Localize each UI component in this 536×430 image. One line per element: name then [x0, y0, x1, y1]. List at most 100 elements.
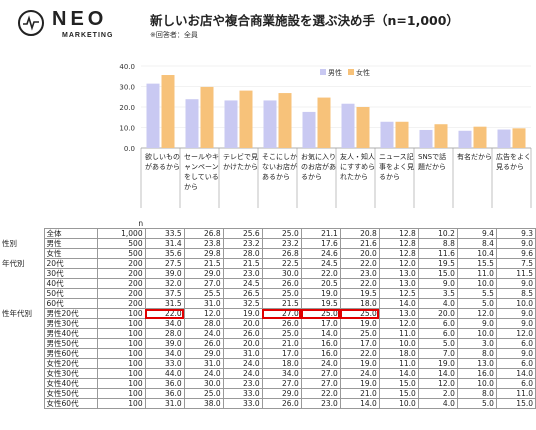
table-cell: 8.4: [456, 238, 497, 249]
table-cell: 13.0: [378, 308, 419, 319]
row-n: 100: [96, 328, 146, 339]
table-cell: 23.0: [339, 268, 380, 279]
group-label: 年代別: [2, 259, 25, 268]
table-header-spacer: [340, 219, 379, 229]
category-label: テレビで見かけたから: [223, 152, 258, 171]
table-cell: 27.0: [300, 378, 341, 389]
table-cell: 21.5: [222, 258, 263, 269]
data-table: n 全体 1,000 33.5 26.8 25.6 25.0 21.1 20.8 12.8 10.2…: [0, 219, 536, 409]
table-cell: 21.5: [261, 298, 302, 309]
row-label: 男性: [43, 238, 98, 249]
table-cell: 20.0: [417, 308, 458, 319]
bar-chart: 40.0 30.0 20.0 10.0 0.0 男性 女性欲しいものがあるからセールやキャン…: [119, 62, 533, 208]
table-cell: 15.0: [378, 388, 419, 399]
table-cell: 36.0: [144, 388, 185, 399]
table-cell: 25.0: [300, 308, 341, 319]
table-cell: 11.0: [495, 388, 536, 399]
table-cell: 23.8: [183, 238, 224, 249]
table-cell: 5.0: [417, 338, 458, 349]
bar-male: [419, 129, 433, 148]
table-header-spacer: [418, 219, 457, 229]
table-cell: 25.0: [261, 288, 302, 299]
table-cell: 34.0: [261, 368, 302, 379]
row-label: 男性20代: [43, 308, 98, 319]
group-label: 性年代別: [2, 309, 32, 318]
table-cell: 22.0: [300, 388, 341, 399]
table-cell: 13.0: [378, 278, 419, 289]
table-cell: 20.8: [339, 228, 380, 239]
legend-swatch: [348, 69, 354, 75]
table-header-spacer: [496, 219, 535, 229]
table-row: 男性50代 100 39.0 26.0 20.0 21.0 16.0 17.0 10.0 5.0 3…: [0, 338, 536, 349]
table-cell: 30.0: [183, 378, 224, 389]
table-cell: 30.0: [261, 268, 302, 279]
table-cell: 25.0: [339, 328, 380, 339]
table-cell: 12.0: [183, 308, 224, 319]
table-cell: 9.0: [417, 278, 458, 289]
table-cell: 23.2: [222, 238, 263, 249]
table-cell: 9.0: [495, 238, 536, 249]
row-label: 女性50代: [43, 388, 98, 399]
table-cell: 31.5: [144, 298, 185, 309]
table-cell: 17.0: [339, 338, 380, 349]
table-cell: 12.0: [378, 258, 419, 269]
table-cell: 14.0: [378, 368, 419, 379]
table-cell: 26.8: [183, 228, 224, 239]
table-cell: 25.0: [339, 308, 380, 319]
category-label: 有名だから: [457, 152, 492, 161]
group-label: [0, 249, 44, 259]
bar-female: [512, 128, 526, 148]
table-cell: 22.0: [339, 348, 380, 359]
row-n: 500: [96, 248, 146, 259]
bar-female: [161, 75, 175, 148]
table-cell: 9.3: [495, 228, 536, 239]
table-cell: 12.0: [456, 308, 497, 319]
table-cell: 11.6: [417, 248, 458, 259]
table-cell: 24.0: [183, 328, 224, 339]
table-cell: 12.0: [495, 328, 536, 339]
table-cell: 35.6: [144, 248, 185, 259]
table-header-spacer: [0, 219, 44, 229]
row-label: 全体: [43, 228, 98, 239]
row-n: 100: [96, 338, 146, 349]
group-label: [0, 339, 44, 349]
table-cell: 23.0: [300, 398, 341, 409]
table-cell: 23.0: [222, 378, 263, 389]
table-cell: 9.0: [495, 348, 536, 359]
table-cell: 11.0: [378, 328, 419, 339]
table-cell: 8.5: [495, 288, 536, 299]
table-cell: 31.0: [222, 348, 263, 359]
y-tick-label: 40.0: [119, 63, 135, 71]
table-cell: 20.0: [222, 318, 263, 329]
table-cell: 5.0: [456, 398, 497, 409]
row-n: 100: [96, 378, 146, 389]
row-n: 1,000: [96, 228, 146, 239]
table-row: 男性40代 100 28.0 24.0 26.0 25.0 14.0 25.0 11.0 6.0 1…: [0, 328, 536, 339]
table-cell: 36.0: [144, 378, 185, 389]
table-cell: 24.0: [339, 368, 380, 379]
row-n: 100: [96, 398, 146, 409]
table-n-header-row: n: [0, 219, 536, 229]
row-label: 女性40代: [43, 378, 98, 389]
table-cell: 10.4: [456, 248, 497, 259]
table-cell: 14.0: [495, 368, 536, 379]
row-n: 100: [96, 368, 146, 379]
row-label: 男性60代: [43, 348, 98, 359]
bar-male: [341, 103, 355, 148]
category-label: ニュース記事をよく見るから: [379, 152, 414, 181]
group-label: [0, 269, 44, 279]
bar-female: [278, 93, 292, 148]
bar-female: [239, 90, 253, 148]
table-header-spacer: [184, 219, 223, 229]
bar-male: [146, 83, 160, 148]
table-cell: 14.0: [417, 368, 458, 379]
table-cell: 10.2: [417, 228, 458, 239]
bar-female: [200, 86, 214, 148]
table-cell: 26.8: [261, 248, 302, 259]
table-cell: 10.0: [456, 278, 497, 289]
table-cell: 18.0: [339, 298, 380, 309]
category-label: SNSで話題だから: [418, 152, 446, 171]
table-cell: 5.5: [456, 288, 497, 299]
table-cell: 4.0: [417, 398, 458, 409]
table-cell: 13.0: [378, 268, 419, 279]
